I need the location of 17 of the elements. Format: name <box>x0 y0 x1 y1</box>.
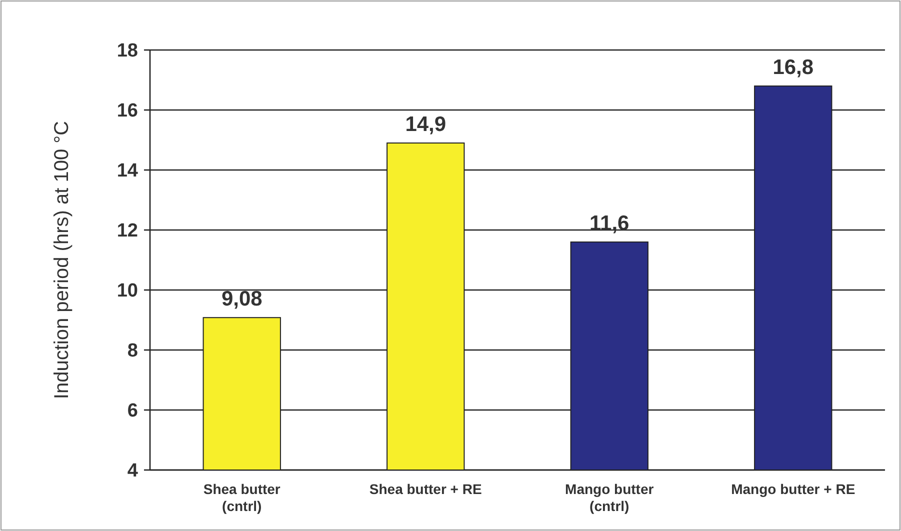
data-label: 11,6 <box>590 212 630 235</box>
y-tick-label: 8 <box>127 340 138 362</box>
y-tick-label: 6 <box>127 400 138 422</box>
y-tick-label: 18 <box>116 40 138 62</box>
data-label: 9,08 <box>221 288 263 311</box>
data-label: 16,8 <box>772 56 814 79</box>
y-axis-title: Induction period (hrs) at 100 °C <box>51 120 73 400</box>
data-label: 14,9 <box>405 113 446 136</box>
y-tick-label: 10 <box>116 280 138 302</box>
y-tick-label: 12 <box>116 220 138 242</box>
x-tick-label: Shea butter + RE <box>369 481 482 497</box>
y-tick-label: 14 <box>116 160 138 182</box>
y-tick-label: 4 <box>127 460 138 482</box>
x-tick-label: Shea butter (cntrl) <box>203 481 281 514</box>
y-tick-label: 16 <box>116 100 138 122</box>
x-tick-label: Mango butter (cntrl) <box>565 481 654 514</box>
x-tick-label: Mango butter + RE <box>731 481 856 497</box>
